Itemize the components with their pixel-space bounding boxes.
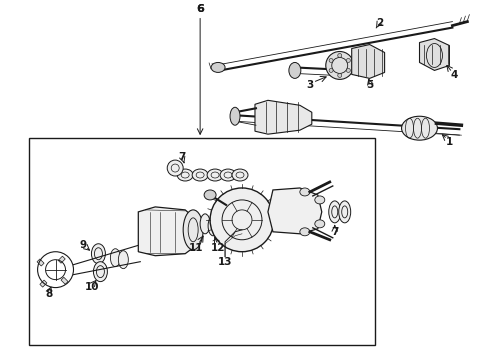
Bar [28,138,375,345]
Ellipse shape [329,201,341,223]
Text: 13: 13 [218,257,232,267]
Polygon shape [138,207,193,256]
Bar [58,256,65,263]
Ellipse shape [315,220,325,228]
Polygon shape [255,100,312,134]
Polygon shape [419,39,449,71]
Circle shape [210,188,274,252]
Ellipse shape [211,62,225,72]
Text: 7: 7 [331,227,339,237]
Text: 11: 11 [189,243,203,253]
Text: 1: 1 [446,137,453,147]
Bar [61,277,68,284]
Circle shape [346,58,350,62]
Text: 10: 10 [85,282,99,292]
Ellipse shape [300,188,310,196]
Circle shape [167,160,183,176]
Ellipse shape [300,228,310,236]
Ellipse shape [230,107,240,125]
Ellipse shape [92,244,105,264]
Ellipse shape [94,262,107,282]
Ellipse shape [192,169,208,181]
Text: 12: 12 [211,243,225,253]
Ellipse shape [200,214,210,234]
Text: 5: 5 [366,80,373,90]
Ellipse shape [232,169,248,181]
Polygon shape [268,188,322,234]
Ellipse shape [315,196,325,204]
Text: 3: 3 [306,80,314,90]
Text: 4: 4 [451,71,458,80]
Text: 6: 6 [196,4,204,14]
Circle shape [326,51,354,80]
Ellipse shape [119,251,128,269]
Circle shape [338,73,342,77]
Ellipse shape [110,249,121,267]
Text: 6: 6 [196,4,204,14]
Ellipse shape [177,169,193,181]
Text: 7: 7 [178,152,186,162]
Bar [37,259,44,266]
Ellipse shape [401,116,438,140]
Circle shape [346,68,350,72]
Circle shape [329,68,333,72]
Ellipse shape [183,210,203,250]
Circle shape [329,58,333,62]
Ellipse shape [208,216,218,236]
Polygon shape [352,45,385,78]
Ellipse shape [289,62,301,78]
Ellipse shape [220,169,236,181]
Circle shape [338,54,342,58]
Text: 8: 8 [45,289,52,298]
Ellipse shape [204,190,216,200]
Ellipse shape [207,169,223,181]
Text: 9: 9 [80,240,87,250]
Bar [40,280,47,287]
Text: 2: 2 [376,18,383,28]
Ellipse shape [339,201,351,223]
